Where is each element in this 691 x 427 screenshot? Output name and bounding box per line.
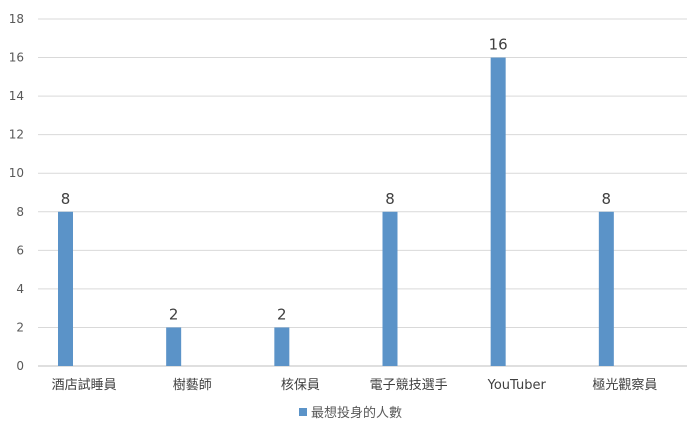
y-tick-label: 18 [9, 12, 24, 26]
y-tick-label: 4 [16, 282, 24, 296]
legend-label: 最想投身的人數 [311, 405, 402, 421]
data-label: 8 [385, 190, 395, 208]
y-tick-label: 16 [9, 51, 24, 65]
gridlines [38, 18, 687, 367]
x-category-label: 極光觀察員 [592, 377, 657, 393]
x-category-label: 酒店試睡員 [52, 377, 117, 393]
y-axis-ticks: 0 2 4 6 8 10 12 14 16 18 [9, 12, 24, 373]
bar [58, 211, 73, 366]
bar [598, 211, 614, 366]
bar [274, 327, 290, 366]
data-labels: 8 2 2 8 16 8 [61, 36, 611, 324]
data-label: 16 [489, 36, 508, 54]
data-label: 2 [169, 305, 179, 323]
data-label: 8 [61, 190, 71, 208]
bar [382, 211, 398, 366]
x-category-label: 電子競技選手 [370, 378, 448, 393]
y-tick-label: 6 [16, 243, 24, 257]
x-axis-categories: 酒店試睡員 樹藝師 核保員 電子競技選手 YouTuber 極光觀察員 [52, 377, 658, 393]
bar [166, 327, 182, 366]
y-tick-label: 12 [9, 128, 24, 142]
data-label: 2 [277, 305, 287, 323]
y-tick-label: 2 [16, 320, 24, 334]
x-category-label: 核保員 [281, 378, 320, 393]
bar [490, 57, 506, 367]
y-tick-label: 10 [9, 166, 24, 180]
bars [58, 57, 614, 367]
legend-swatch [299, 408, 307, 416]
data-label: 8 [602, 190, 612, 208]
x-category-label: 樹藝師 [173, 378, 212, 393]
y-tick-label: 0 [16, 359, 24, 373]
y-tick-label: 8 [16, 205, 24, 219]
x-category-label: YouTuber [487, 378, 547, 393]
legend: 最想投身的人數 [299, 405, 402, 421]
y-tick-label: 14 [9, 89, 24, 103]
